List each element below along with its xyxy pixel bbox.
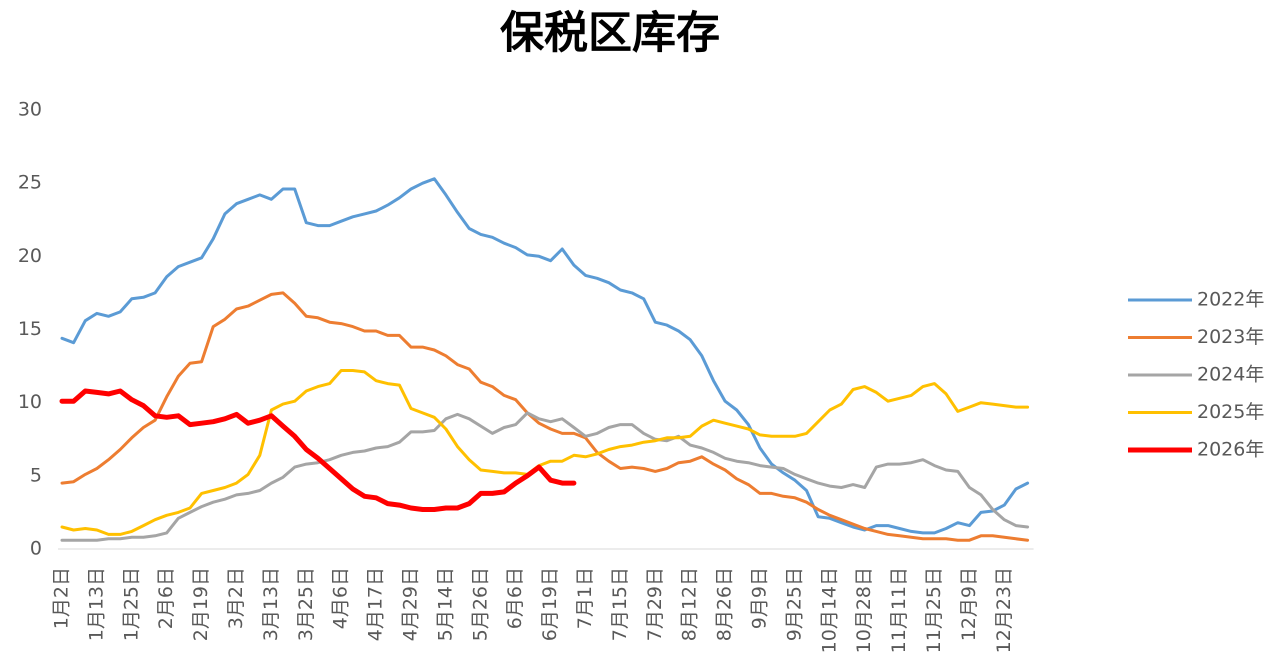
series-line [60,369,1030,536]
x-tick-label: 1月2日 [51,567,73,629]
legend-label: 2026年 [1197,439,1264,461]
y-tick-label: 5 [30,464,42,486]
legend-label: 2023年 [1197,326,1264,348]
y-tick-label: 30 [18,99,42,121]
x-tick-label: 3月13日 [260,567,282,641]
series-line [60,411,1030,542]
y-tick-label: 10 [18,391,42,413]
y-tick-label: 20 [18,245,42,267]
x-tick-label: 4月6日 [330,567,352,629]
x-tick-label: 11月25日 [923,567,945,653]
x-tick-label: 7月1日 [574,567,596,629]
x-tick-label: 10月28日 [853,567,875,653]
chart-title: 保税区库存 [500,8,720,59]
series-line [60,291,1030,542]
x-tick-label: 7月29日 [644,567,666,641]
x-tick-label: 4月17日 [365,567,387,641]
x-tick-label: 3月2日 [225,567,247,629]
x-tick-label: 12月9日 [958,567,980,641]
x-tick-label: 9月9日 [749,567,771,629]
x-tick-label: 10月14日 [818,567,840,653]
x-tick-label: 3月25日 [295,567,317,641]
legend-label: 2024年 [1197,364,1264,386]
x-tick-label: 11月11日 [888,567,910,653]
x-tick-label: 7月15日 [609,567,631,641]
x-tick-label: 8月26日 [714,567,736,641]
x-tick-label: 2月6日 [155,567,177,629]
x-tick-label: 4月29日 [400,567,422,641]
y-tick-label: 25 [18,172,42,194]
x-tick-label: 2月19日 [190,567,212,641]
x-tick-label: 6月19日 [539,567,561,641]
x-tick-label: 6月6日 [504,567,526,629]
legend-label: 2022年 [1197,289,1264,311]
x-tick-label: 1月25日 [120,567,142,641]
x-tick-label: 1月13日 [85,567,107,641]
legend-label: 2025年 [1197,401,1264,423]
series-line [59,388,577,512]
x-tick-label: 9月25日 [783,567,805,641]
x-tick-label: 5月14日 [434,567,456,641]
y-tick-label: 15 [18,318,42,340]
x-tick-label: 8月12日 [679,567,701,641]
x-tick-label: 12月23日 [993,567,1015,653]
series-line [60,177,1030,535]
y-tick-label: 0 [30,538,42,560]
x-tick-label: 5月26日 [469,567,491,641]
